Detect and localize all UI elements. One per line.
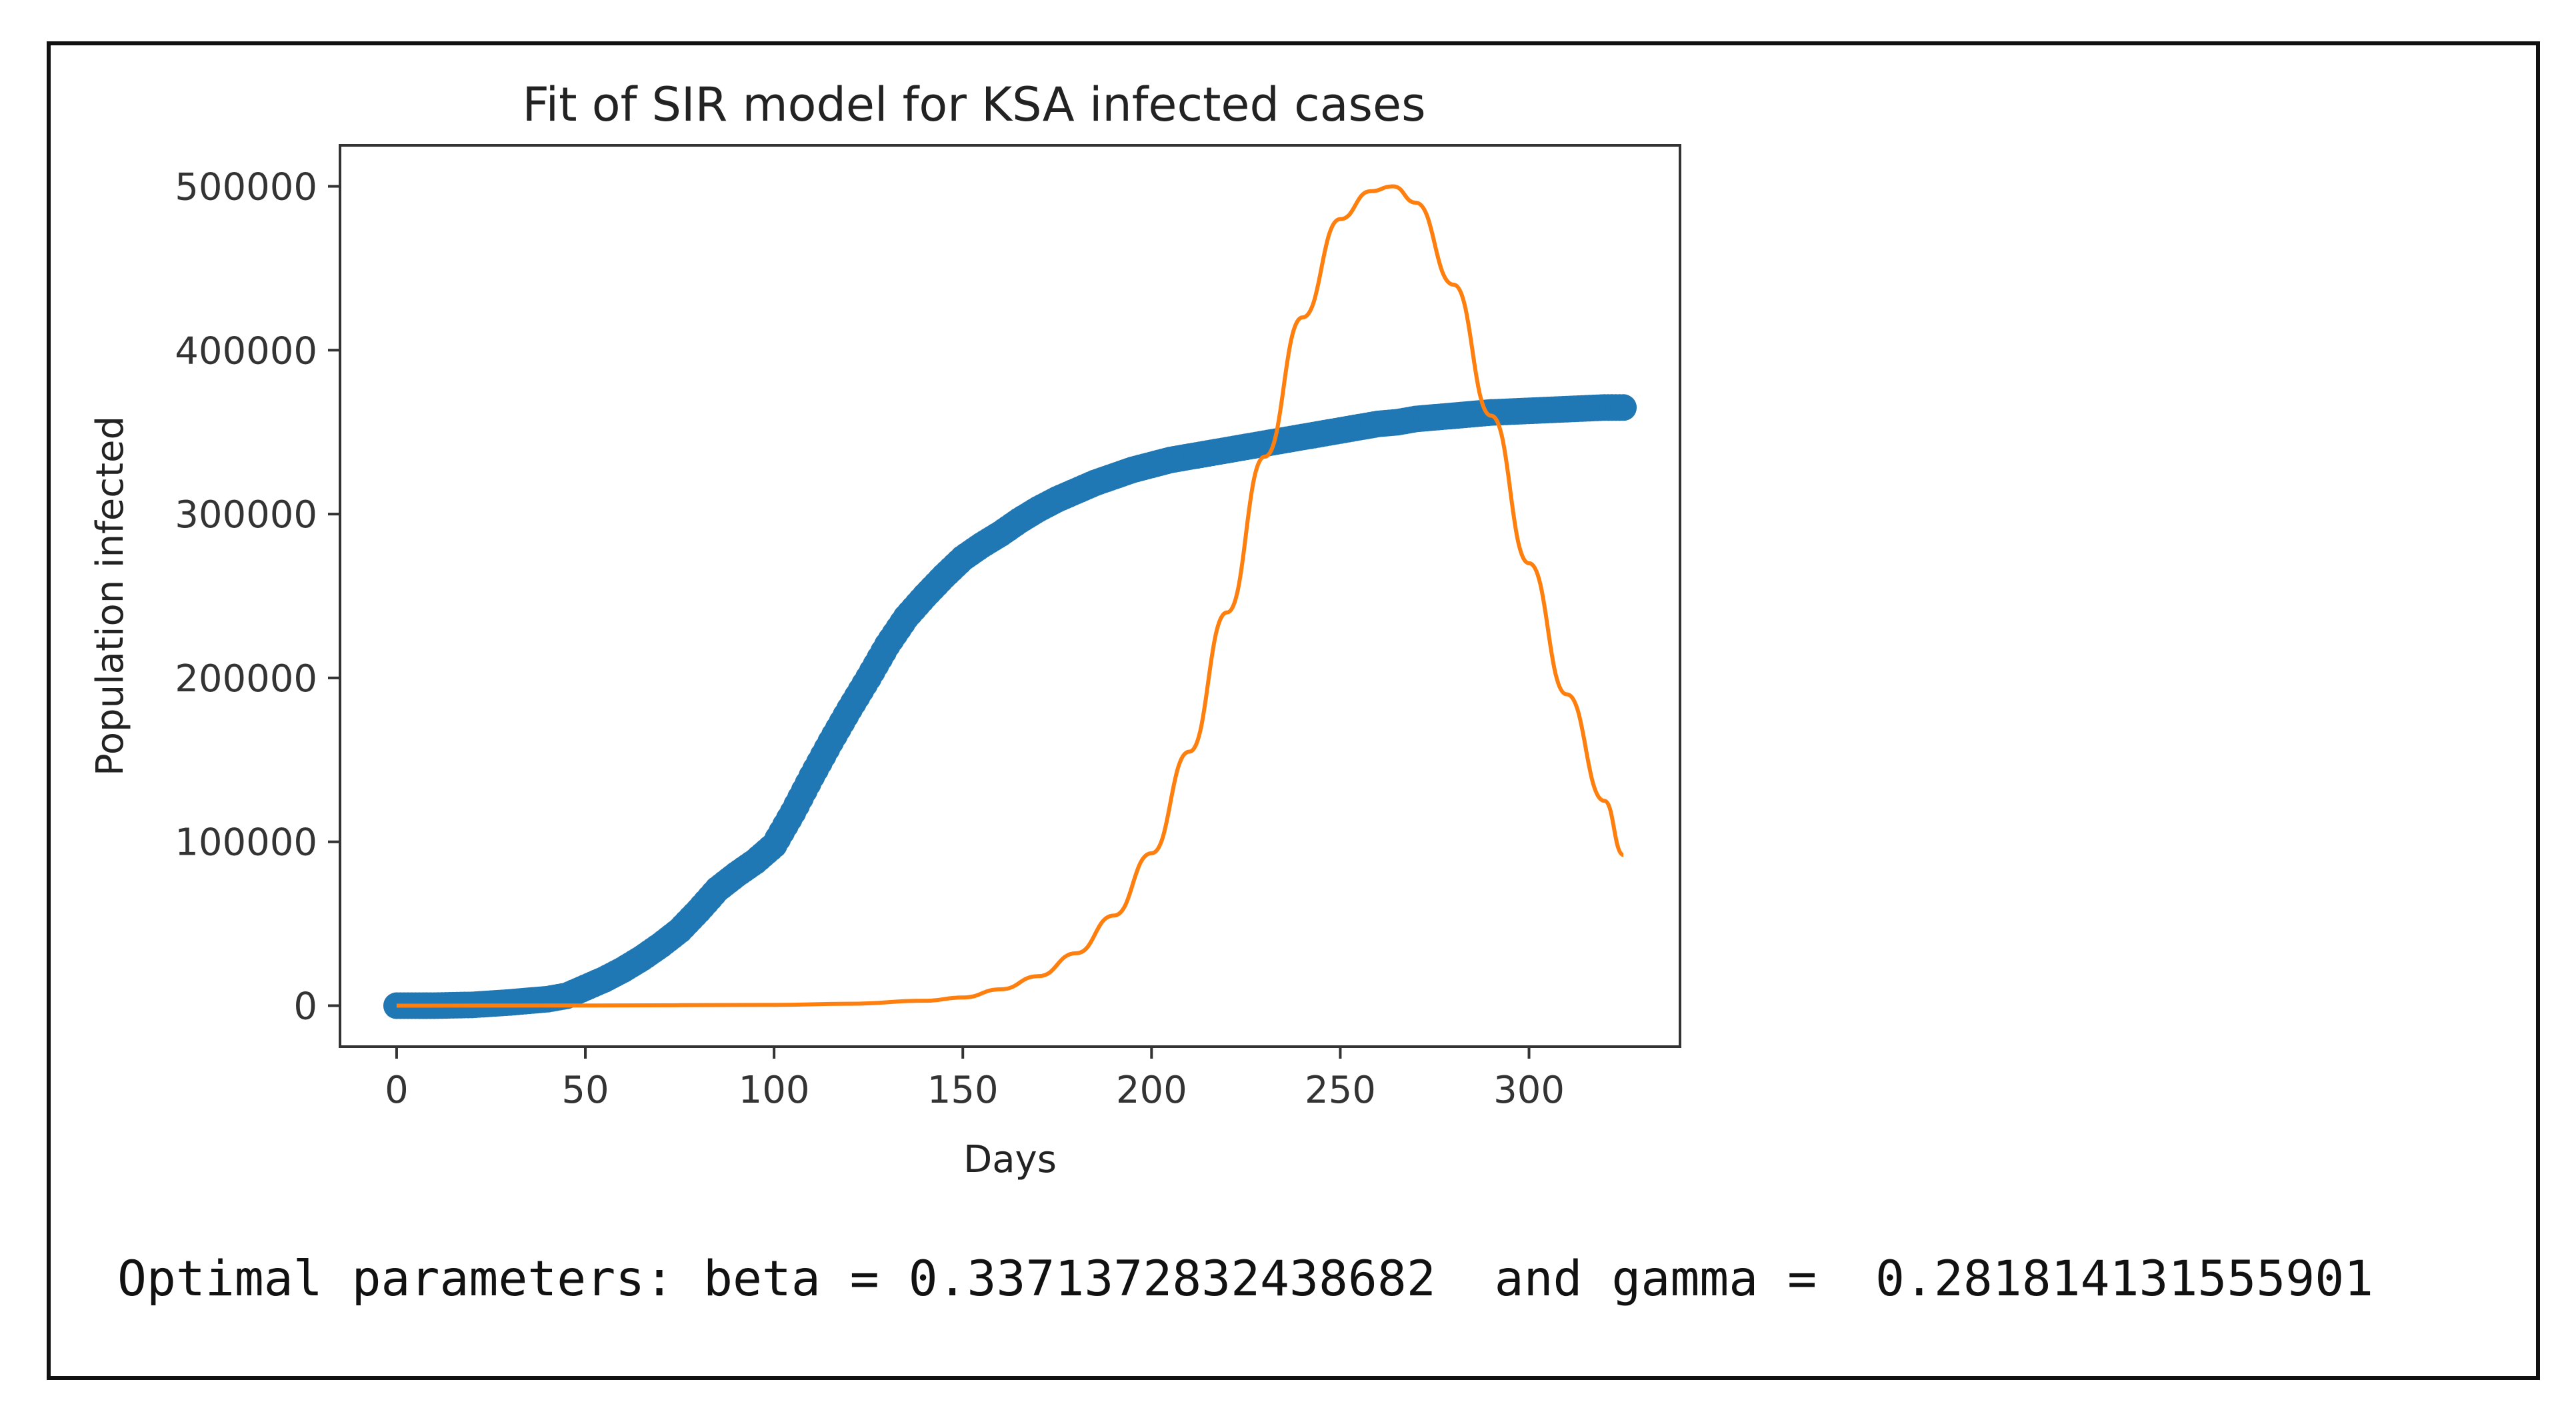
y-tick-label: 300000 bbox=[175, 493, 317, 537]
plot-series bbox=[383, 184, 1637, 1019]
x-tick-label: 50 bbox=[561, 1069, 609, 1112]
y-tick-label: 200000 bbox=[175, 657, 317, 701]
y-tick-label: 500000 bbox=[175, 165, 317, 209]
x-axis-label: Days bbox=[963, 1138, 1057, 1181]
x-tick-label: 150 bbox=[927, 1069, 999, 1112]
output-frame: Fit of SIR model for KSA infected cases … bbox=[47, 41, 2540, 1380]
sir-model-fit-line bbox=[396, 184, 1625, 1008]
x-tick-label: 100 bbox=[739, 1069, 810, 1112]
sir-fit-chart: Fit of SIR model for KSA infected cases … bbox=[89, 77, 1681, 1181]
x-tick-label: 300 bbox=[1493, 1069, 1565, 1112]
x-tick-label: 200 bbox=[1116, 1069, 1187, 1112]
x-tick-label: 0 bbox=[385, 1069, 409, 1112]
plot-area-border bbox=[339, 144, 1681, 1048]
chart-title: Fit of SIR model for KSA infected cases bbox=[522, 77, 1425, 132]
y-axis-label: Population infected bbox=[89, 416, 132, 776]
y-axis-ticks: 0 100000 200000 300000 400000 500000 bbox=[175, 165, 340, 1029]
x-axis-ticks: 0 50 100 150 200 250 300 bbox=[385, 1047, 1565, 1112]
optimal-parameters-output: Optimal parameters: beta = 0.33713728324… bbox=[117, 1251, 2374, 1307]
y-tick-label: 100000 bbox=[175, 821, 317, 865]
y-tick-label: 400000 bbox=[175, 329, 317, 373]
y-tick-label: 0 bbox=[293, 985, 317, 1029]
observed-case-point bbox=[1610, 394, 1637, 421]
x-tick-label: 250 bbox=[1305, 1069, 1376, 1112]
